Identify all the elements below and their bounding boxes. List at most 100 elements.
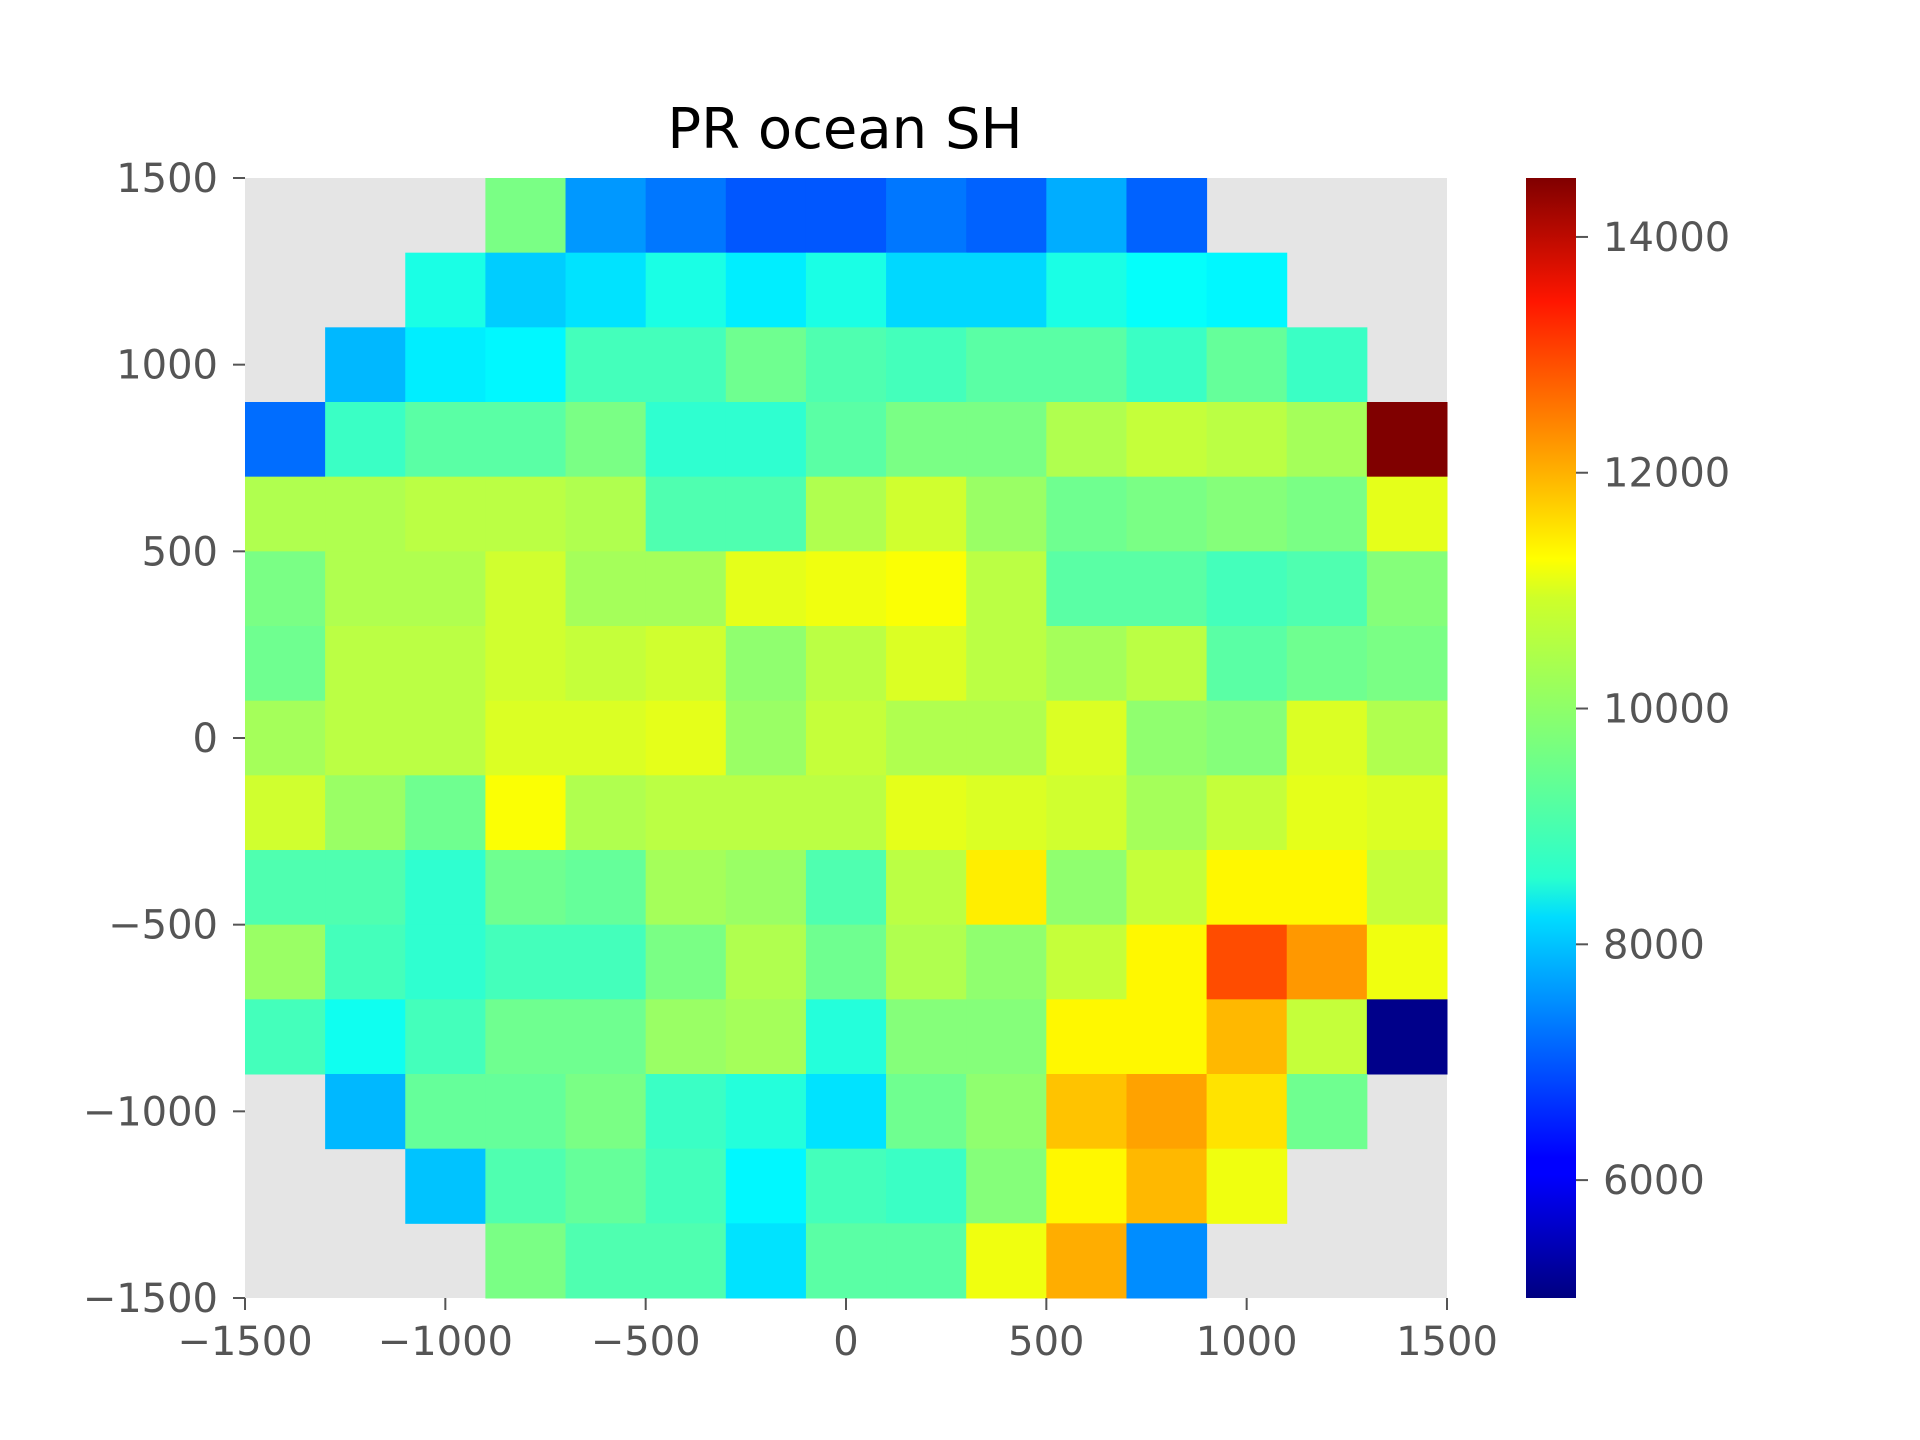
heatmap-cell bbox=[966, 626, 1047, 702]
heatmap-cell bbox=[1046, 999, 1127, 1075]
heatmap-cell bbox=[966, 252, 1047, 328]
heatmap-cell bbox=[565, 551, 647, 627]
heatmap-cell bbox=[645, 924, 727, 1000]
heatmap-cell bbox=[485, 924, 567, 1000]
heatmap-cell bbox=[805, 327, 887, 403]
heatmap-cell bbox=[886, 327, 967, 403]
heatmap-cell bbox=[886, 999, 967, 1075]
heatmap-cell bbox=[245, 551, 326, 627]
heatmap-cell bbox=[886, 1074, 967, 1150]
heatmap-cell bbox=[325, 551, 406, 627]
heatmap-cell bbox=[805, 700, 887, 776]
heatmap-cell bbox=[805, 1148, 887, 1224]
heatmap-cell bbox=[245, 924, 326, 1000]
heatmap-cell bbox=[645, 626, 727, 702]
heatmap-cell bbox=[1046, 402, 1127, 478]
heatmap-cell bbox=[485, 999, 567, 1075]
heatmap-cell bbox=[805, 402, 887, 478]
heatmap-cell bbox=[565, 1074, 647, 1150]
heatmap-cell bbox=[645, 327, 727, 403]
heatmap-cell bbox=[1206, 924, 1288, 1000]
heatmap-cell bbox=[245, 476, 326, 552]
heatmap-cell bbox=[645, 476, 727, 552]
heatmap-cell bbox=[1286, 402, 1368, 478]
heatmap-cell bbox=[966, 402, 1047, 478]
heatmap-cell bbox=[245, 999, 326, 1075]
heatmap-cell bbox=[1126, 775, 1208, 851]
heatmap-cell bbox=[565, 850, 647, 926]
heatmap-cell bbox=[1366, 850, 1448, 926]
y-tick-label: 0 bbox=[193, 716, 218, 762]
heatmap-cell bbox=[1286, 327, 1368, 403]
heatmap-cell bbox=[966, 1223, 1047, 1299]
heatmap-cell bbox=[1046, 551, 1127, 627]
heatmap-cell bbox=[565, 402, 647, 478]
heatmap-cell bbox=[1046, 178, 1127, 254]
heatmap-cell bbox=[1286, 551, 1368, 627]
heatmap-cell bbox=[1366, 626, 1448, 702]
heatmap-cell bbox=[805, 551, 887, 627]
heatmap-cell bbox=[1206, 999, 1288, 1075]
y-tick-label: 1500 bbox=[116, 156, 218, 202]
heatmap-cell bbox=[565, 252, 647, 328]
heatmap-cell bbox=[1126, 178, 1208, 254]
heatmap-cell bbox=[485, 252, 567, 328]
heatmap-cell bbox=[565, 626, 647, 702]
heatmap-cell bbox=[485, 402, 567, 478]
heatmap-cell bbox=[1046, 1074, 1127, 1150]
x-tick-label: −1500 bbox=[177, 1319, 312, 1365]
heatmap-cell bbox=[1206, 850, 1288, 926]
colorbar bbox=[1526, 178, 1576, 1298]
x-tick-label: 1500 bbox=[1396, 1319, 1498, 1365]
heatmap-cell bbox=[405, 700, 486, 776]
heatmap-cell bbox=[725, 924, 807, 1000]
heatmap-cell bbox=[1046, 1223, 1127, 1299]
heatmap-cell bbox=[966, 327, 1047, 403]
heatmap-cell bbox=[485, 476, 567, 552]
heatmap-cell bbox=[725, 252, 807, 328]
heatmap-cell bbox=[1126, 551, 1208, 627]
heatmap-cell bbox=[1046, 924, 1127, 1000]
heatmap-cell bbox=[325, 1074, 406, 1150]
heatmap-cell bbox=[245, 402, 326, 478]
heatmap-cell bbox=[405, 327, 486, 403]
heatmap-cell bbox=[485, 551, 567, 627]
heatmap-cell bbox=[966, 924, 1047, 1000]
heatmap-cell bbox=[805, 850, 887, 926]
heatmap-cell bbox=[245, 700, 326, 776]
heatmap-cell bbox=[1046, 252, 1127, 328]
heatmap-cell bbox=[405, 252, 486, 328]
heatmap-cell bbox=[1126, 850, 1208, 926]
heatmap-cell bbox=[1366, 551, 1448, 627]
heatmap-cell bbox=[485, 626, 567, 702]
heatmap-cell bbox=[725, 327, 807, 403]
heatmap-cell bbox=[1046, 1148, 1127, 1224]
heatmap-cell bbox=[725, 1148, 807, 1224]
heatmap-cell bbox=[805, 1074, 887, 1150]
heatmap-cell bbox=[725, 700, 807, 776]
heatmap-cell bbox=[405, 850, 486, 926]
x-tick-label: 0 bbox=[833, 1319, 858, 1365]
heatmap-cell bbox=[886, 1148, 967, 1224]
heatmap-cell bbox=[565, 327, 647, 403]
heatmap-cell bbox=[1366, 924, 1448, 1000]
heatmap-cell bbox=[325, 775, 406, 851]
heatmap-cell bbox=[245, 850, 326, 926]
heatmap-cell bbox=[886, 551, 967, 627]
heatmap-cell bbox=[405, 402, 486, 478]
heatmap-cell bbox=[565, 999, 647, 1075]
heatmap-cell bbox=[565, 775, 647, 851]
heatmap-cell bbox=[966, 551, 1047, 627]
heatmap-cell bbox=[645, 850, 727, 926]
heatmap-cell bbox=[886, 1223, 967, 1299]
heatmap-cell bbox=[1286, 1074, 1368, 1150]
heatmap-cell bbox=[1046, 700, 1127, 776]
heatmap-cell bbox=[405, 1148, 486, 1224]
heatmap-cell bbox=[645, 1148, 727, 1224]
heatmap-cell bbox=[1286, 775, 1368, 851]
heatmap-cell bbox=[485, 1148, 567, 1224]
heatmap-cell bbox=[405, 1074, 486, 1150]
heatmap-cell bbox=[645, 1074, 727, 1150]
heatmap-cell bbox=[645, 775, 727, 851]
heatmap-cell bbox=[1206, 327, 1288, 403]
